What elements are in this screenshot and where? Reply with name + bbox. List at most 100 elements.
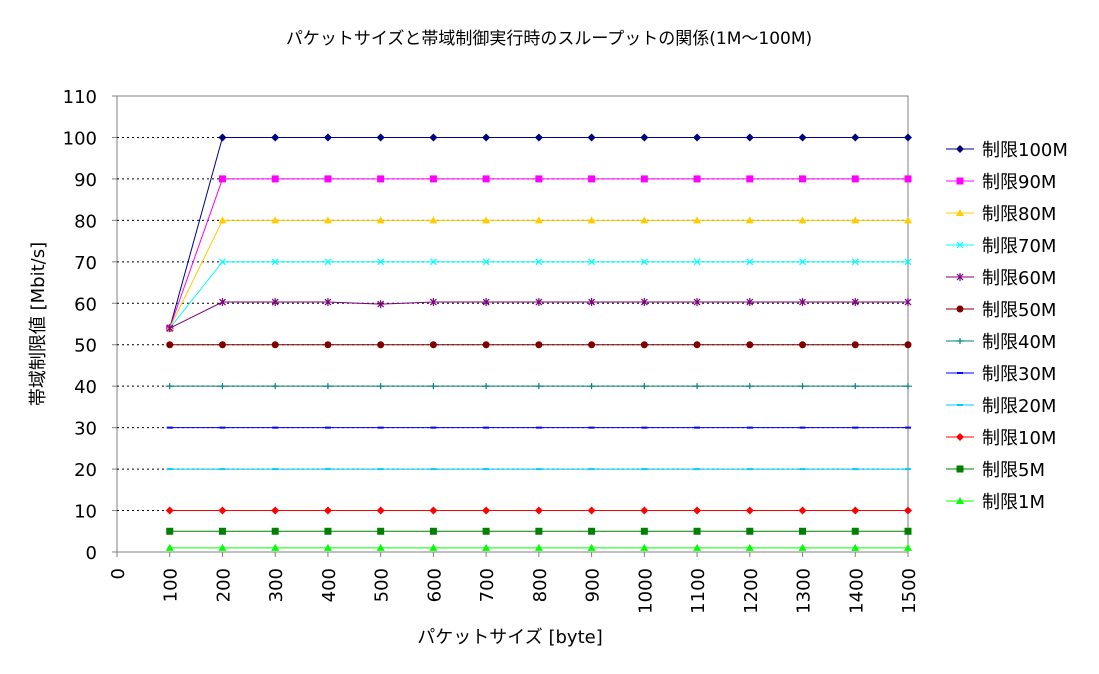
data-point (693, 258, 701, 266)
series-1 (165, 133, 912, 333)
data-point (640, 341, 648, 349)
legend-marker (956, 338, 964, 344)
data-point (429, 341, 437, 349)
data-point (851, 527, 859, 535)
data-point (219, 258, 226, 266)
data-point (482, 527, 490, 535)
data-point (271, 543, 280, 551)
data-point (271, 175, 279, 183)
data-point (482, 258, 490, 266)
data-point (693, 341, 701, 349)
data-point (798, 133, 807, 142)
data-point (323, 506, 332, 515)
legend-label: 制限20M (982, 396, 1056, 417)
data-point (429, 527, 437, 535)
data-point (904, 506, 912, 515)
data-point (482, 133, 491, 142)
data-point (851, 298, 859, 307)
series-5 (166, 298, 912, 333)
legend-marker (956, 497, 964, 504)
x-axis: 0 100 200 300 400 500 600 700 800 900 1000 1100 1200… (108, 552, 920, 614)
data-point (535, 298, 543, 307)
legend-item: 制限90M (946, 172, 1056, 193)
data-point (693, 216, 702, 224)
data-point (534, 216, 543, 224)
x-tick-label: 700 (477, 568, 498, 602)
x-tick-label: 1000 (635, 568, 656, 614)
data-point (851, 341, 859, 349)
data-point (323, 383, 332, 390)
data-point (587, 506, 596, 515)
legend: 制限100M 制限90M 制限80M 制限70M 制限60M 制限50M 制限40M 制限30… (946, 140, 1068, 513)
data-point (693, 133, 702, 142)
data-point (798, 216, 807, 224)
data-point (165, 383, 174, 390)
data-point (746, 258, 754, 266)
x-tick-label: 800 (530, 568, 551, 602)
data-point (640, 506, 649, 515)
data-point (904, 216, 912, 224)
data-point (534, 383, 543, 390)
data-point (799, 175, 807, 183)
data-point (851, 383, 860, 390)
legend-label: 制限70M (982, 236, 1056, 257)
y-tick-label: 70 (74, 253, 97, 274)
data-point (482, 216, 491, 224)
data-point (429, 133, 438, 142)
x-tick-label: 400 (319, 568, 340, 602)
data-point (324, 298, 332, 307)
data-point (799, 258, 806, 266)
data-point (904, 175, 912, 183)
data-point (534, 543, 543, 551)
data-point (377, 300, 385, 309)
data-point (799, 341, 807, 349)
legend-marker (956, 465, 964, 473)
legend-label: 制限50M (982, 300, 1056, 321)
x-tick-label: 900 (583, 568, 604, 602)
data-point (798, 383, 807, 390)
legend-label: 制限10M (982, 428, 1056, 449)
data-point (429, 383, 438, 390)
series-11 (166, 527, 912, 535)
data-point (324, 341, 332, 349)
y-axis: 0 10 20 30 40 50 60 70 80 90 100 110 (63, 87, 117, 564)
data-point (534, 506, 543, 515)
data-point (429, 506, 438, 515)
data-point (851, 506, 860, 515)
y-tick-label: 30 (74, 419, 97, 440)
legend-label: 制限100M (982, 140, 1068, 161)
data-point (587, 383, 596, 390)
data-point (323, 216, 332, 224)
x-tick-label: 100 (161, 568, 182, 602)
data-point (904, 133, 912, 142)
data-point (324, 175, 332, 183)
data-point (376, 543, 385, 551)
data-point (376, 216, 385, 224)
y-tick-label: 40 (74, 377, 97, 398)
data-point (271, 298, 279, 307)
data-point (166, 527, 174, 535)
data-point (799, 527, 807, 535)
data-point (640, 175, 648, 183)
data-point (324, 527, 332, 535)
data-point (429, 298, 437, 307)
data-point (535, 258, 543, 266)
x-axis-label: パケットサイズ [byte] (417, 627, 602, 648)
legend-marker (956, 305, 964, 313)
x-tick-label: 200 (213, 568, 234, 602)
y-tick-label: 20 (74, 460, 97, 481)
data-point (218, 133, 227, 142)
data-point (587, 133, 596, 142)
data-point (377, 341, 385, 349)
data-point (324, 258, 332, 266)
x-tick-label: 1400 (846, 568, 867, 614)
data-point (588, 175, 596, 183)
data-point (535, 341, 543, 349)
legend-label: 制限60M (982, 268, 1056, 289)
x-tick-label: 500 (372, 568, 393, 602)
legend-label: 制限5M (982, 460, 1045, 481)
data-point (165, 506, 174, 515)
data-point (745, 383, 754, 390)
data-point (535, 527, 543, 535)
y-axis-label: 帯域制限値 [Mbit/s] (28, 242, 49, 406)
